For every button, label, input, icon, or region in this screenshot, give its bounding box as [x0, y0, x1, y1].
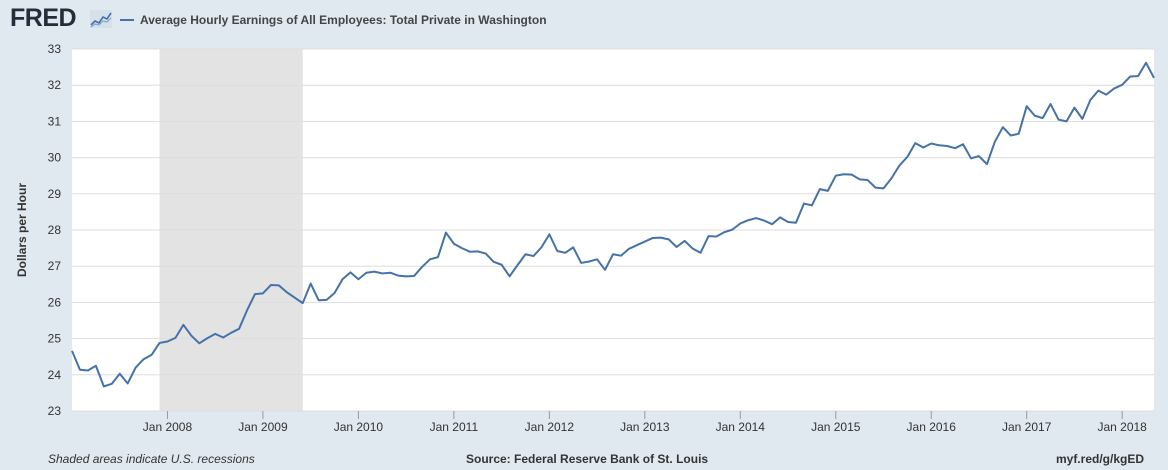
gridlines — [72, 48, 1154, 412]
x-tick-label: Jan 2010 — [334, 420, 384, 434]
y-tick-label: 32 — [48, 78, 62, 92]
x-tick-label: Jan 2009 — [238, 420, 288, 434]
y-tick-label: 29 — [48, 187, 62, 201]
short-link[interactable]: myf.red/g/kgED — [1055, 452, 1144, 466]
legend-swatch — [120, 19, 134, 21]
legend: Average Hourly Earnings of All Employees… — [120, 10, 547, 30]
x-tick-label: Jan 2014 — [716, 420, 766, 434]
source-credit: Source: Federal Reserve Bank of St. Loui… — [466, 452, 709, 466]
series-layer — [71, 61, 1155, 388]
x-tick-label: Jan 2016 — [907, 420, 957, 434]
legend-label: Average Hourly Earnings of All Employees… — [140, 13, 547, 27]
y-tick-label: 25 — [48, 332, 62, 346]
x-tick-label: Jan 2008 — [143, 420, 193, 434]
x-tick-label: Jan 2013 — [620, 420, 670, 434]
logo-chart-icon — [90, 10, 112, 28]
series-line — [71, 61, 1155, 388]
x-tick-label: Jan 2012 — [525, 420, 575, 434]
x-tick-label: Jan 2018 — [1097, 420, 1147, 434]
y-tick-label: 23 — [48, 404, 62, 418]
y-tick-label: 27 — [48, 259, 62, 273]
chart-header: FRED Average Hourly Earnings of All Empl… — [0, 0, 1168, 42]
y-tick-label: 33 — [48, 42, 62, 56]
y-tick-label: 26 — [48, 295, 62, 309]
x-tick-label: Jan 2015 — [811, 420, 861, 434]
recession-note: Shaded areas indicate U.S. recessions — [48, 452, 255, 466]
y-tick-label: 31 — [48, 114, 62, 128]
x-tick-label: Jan 2011 — [430, 420, 479, 434]
fred-logo[interactable]: FRED — [10, 4, 77, 32]
chart-footer: Shaded areas indicate U.S. recessions So… — [0, 448, 1168, 470]
y-tick-label: 28 — [48, 223, 62, 237]
y-axis: 23 24 25 26 27 28 29 30 31 32 33 — [48, 42, 62, 418]
y-tick-label: 30 — [48, 151, 62, 165]
y-axis-title: Dollars per Hour — [15, 183, 29, 277]
x-axis: Jan 2008 Jan 2009 Jan 2010 Jan 2011 Jan 2012… — [143, 411, 1147, 434]
x-tick-label: Jan 2017 — [1002, 420, 1052, 434]
y-tick-label: 24 — [48, 368, 62, 382]
